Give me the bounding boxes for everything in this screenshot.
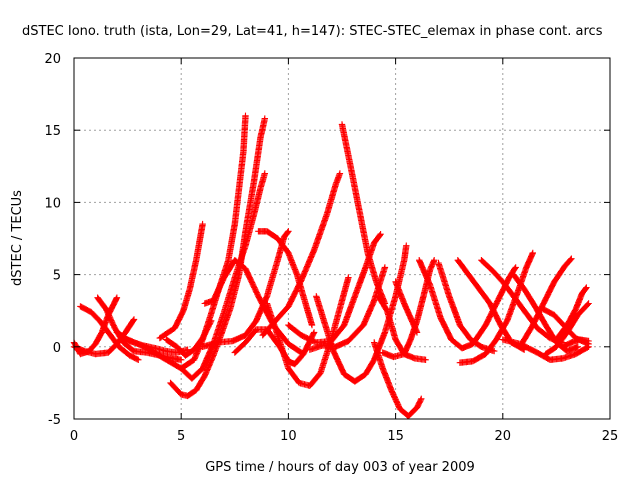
x-tick-label: 25 bbox=[602, 429, 619, 444]
data-point bbox=[559, 336, 592, 350]
series-arc21 bbox=[375, 293, 429, 363]
data-point bbox=[178, 170, 268, 382]
x-tick-label: 15 bbox=[387, 429, 404, 444]
data-point bbox=[553, 284, 590, 343]
data-point bbox=[285, 231, 384, 346]
x-tick-label: 5 bbox=[177, 429, 185, 444]
series-arc8 bbox=[156, 220, 206, 342]
data-series bbox=[70, 112, 592, 420]
plot-frame bbox=[73, 57, 611, 420]
data-point bbox=[516, 255, 575, 350]
series-arc7 bbox=[163, 317, 215, 359]
data-point bbox=[392, 278, 421, 336]
y-tick-label: 0 bbox=[53, 341, 61, 356]
chart-title: dSTEC Iono. truth (ista, Lon=29, Lat=41,… bbox=[22, 24, 603, 39]
series-arc10 bbox=[178, 170, 268, 382]
x-tick-label: 20 bbox=[495, 429, 512, 444]
series-arc26 bbox=[435, 259, 498, 355]
series-arc34 bbox=[542, 300, 592, 358]
series-arc32 bbox=[516, 255, 575, 350]
data-point bbox=[542, 300, 592, 358]
data-point bbox=[306, 264, 389, 353]
data-point bbox=[255, 228, 316, 329]
data-point bbox=[375, 293, 429, 363]
y-tick-label: 20 bbox=[44, 52, 61, 67]
series-arc20 bbox=[338, 121, 389, 307]
y-tick-label: 10 bbox=[44, 196, 61, 211]
series-arc35 bbox=[553, 284, 590, 343]
x-tick-label: 0 bbox=[70, 429, 78, 444]
axis-ticks: 0 5 10 15 20 25 -5 0 5 10 15 20 bbox=[44, 52, 618, 444]
data-point bbox=[156, 220, 206, 342]
x-tick-label: 10 bbox=[280, 429, 297, 444]
y-tick-label: 15 bbox=[44, 124, 61, 139]
x-axis-label: GPS time / hours of day 003 of year 2009 bbox=[205, 460, 475, 475]
series-arc18 bbox=[306, 264, 389, 353]
data-point bbox=[435, 259, 498, 355]
series-arc17 bbox=[285, 231, 384, 346]
series-arc24 bbox=[392, 278, 421, 336]
series-arc22 bbox=[371, 339, 425, 420]
y-tick-label: -5 bbox=[48, 413, 61, 428]
data-point bbox=[163, 317, 215, 359]
series-arc14 bbox=[255, 228, 316, 329]
y-tick-label: 5 bbox=[53, 269, 61, 284]
data-point bbox=[371, 339, 425, 420]
series-arc36 bbox=[559, 336, 592, 350]
y-axis-label: dSTEC / TECUs bbox=[10, 190, 25, 286]
data-point bbox=[338, 121, 389, 307]
